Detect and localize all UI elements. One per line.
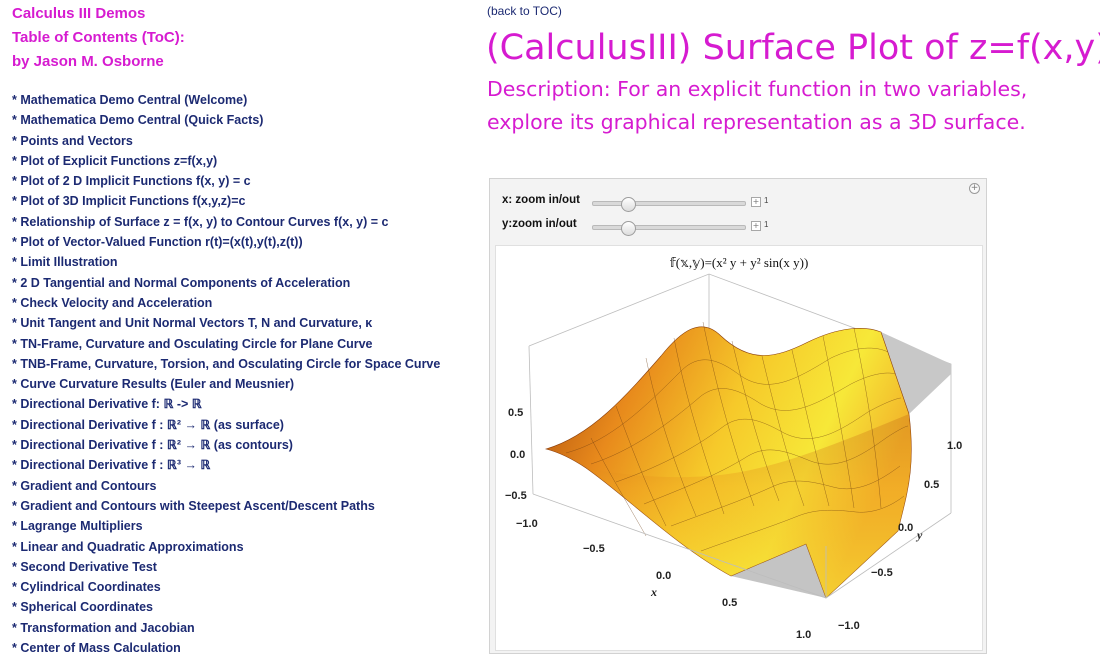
z-tick-label: −1.0 xyxy=(516,518,538,530)
toc-link[interactable]: * Center of Mass Calculation xyxy=(12,641,181,656)
toc-link[interactable]: * Gradient and Contours with Steepest As… xyxy=(12,498,375,513)
toc-link[interactable]: * Plot of Explicit Functions z=f(x,y) xyxy=(12,153,218,168)
surface-mesh xyxy=(565,321,909,552)
toc-link[interactable]: * Directional Derivative f : ℝ² → ℝ (as … xyxy=(12,417,284,432)
toc-link[interactable]: * Second Derivative Test xyxy=(12,559,157,574)
toc-link[interactable]: * Relationship of Surface z = f(x, y) to… xyxy=(12,214,389,229)
surface-plot-labels: 𝕗(𝕩,𝕪)=(x² y + y² sin(x y)) 0.5 0.0 −0.5… xyxy=(505,255,962,641)
toc-link[interactable]: * Points and Vectors xyxy=(12,133,133,148)
toc-link[interactable]: * Directional Derivative f : ℝ² → ℝ (as … xyxy=(12,438,293,453)
x-tick-label: 0.5 xyxy=(722,597,737,609)
surface-wall-right xyxy=(881,332,951,414)
toc-link[interactable]: * Mathematica Demo Central (Welcome) xyxy=(12,93,248,107)
y-zoom-expand-icon[interactable]: + xyxy=(751,221,761,231)
y-axis-label: y xyxy=(915,528,923,542)
toc-link[interactable]: * Gradient and Contours xyxy=(12,478,157,493)
toc-link[interactable]: * Linear and Quadratic Approximations xyxy=(12,539,244,554)
x-tick-label: −0.5 xyxy=(583,543,605,555)
y-tick-label: −0.5 xyxy=(871,567,893,579)
toc-link[interactable]: * Spherical Coordinates xyxy=(12,600,154,615)
x-zoom-expand-icon[interactable]: + xyxy=(751,197,761,207)
y-tick-label: 0.0 xyxy=(898,522,913,534)
y-zoom-control: y:zoom in/out + 1 xyxy=(490,216,986,236)
surface-wall-front xyxy=(731,544,826,598)
toc-link[interactable]: * Transformation and Jacobian xyxy=(12,620,195,635)
page-description: Description: For an explicit function in… xyxy=(487,77,1028,134)
toc-link[interactable]: * Plot of Vector-Valued Function r(t)=(x… xyxy=(12,235,303,250)
panel-options-plus-icon[interactable]: + xyxy=(969,183,980,194)
toc-link[interactable]: * Plot of 3D Implicit Functions f(x,y,z)… xyxy=(12,194,246,209)
toc-link[interactable]: * Plot of 2 D Implicit Functions f(x, y)… xyxy=(12,174,251,189)
y-zoom-slider-thumb[interactable] xyxy=(620,221,636,236)
plot-function-title: 𝕗(𝕩,𝕪)=(x² y + y² sin(x y)) xyxy=(670,255,809,270)
toc-link[interactable]: * TNB-Frame, Curvature, Torsion, and Osc… xyxy=(12,356,441,371)
toc-header-author: by Jason M. Osborne xyxy=(12,53,164,70)
toc-link[interactable]: * TN-Frame, Curvature and Osculating Cir… xyxy=(12,336,373,351)
toc-link[interactable]: * 2 D Tangential and Normal Components o… xyxy=(12,275,351,290)
toc-link[interactable]: * Unit Tangent and Unit Normal Vectors T… xyxy=(12,316,373,331)
z-tick-label: −0.5 xyxy=(505,490,527,502)
x-axis-label: x xyxy=(650,585,657,599)
toc-header-subtitle: Table of Contents (ToC): xyxy=(12,29,185,46)
y-tick-label: −1.0 xyxy=(838,620,860,632)
z-tick-label: 0.5 xyxy=(508,407,523,419)
toc-header-title: Calculus III Demos xyxy=(12,5,146,22)
toc-header: Calculus III Demos Table of Contents (To… xyxy=(12,2,185,74)
surface-shading xyxy=(586,414,912,598)
y-tick-label: 1.0 xyxy=(947,440,962,452)
bounding-box-front xyxy=(532,493,952,599)
x-tick-label: 0.0 xyxy=(656,570,671,582)
x-zoom-slider-thumb[interactable] xyxy=(620,197,636,212)
toc-link[interactable]: * Check Velocity and Acceleration xyxy=(12,295,213,310)
x-zoom-slider[interactable] xyxy=(592,197,746,212)
toc-link[interactable]: * Directional Derivative f: ℝ -> ℝ xyxy=(12,397,202,412)
toc-link[interactable]: * Cylindrical Coordinates xyxy=(12,580,161,595)
x-tick-label: 1.0 xyxy=(796,629,811,641)
x-zoom-value: 1 xyxy=(764,196,769,205)
toc-link[interactable]: * Curve Curvature Results (Euler and Meu… xyxy=(12,377,295,392)
x-zoom-control: x: zoom in/out + 1 xyxy=(490,192,986,212)
toc-link[interactable]: * Lagrange Multipliers xyxy=(12,519,143,534)
x-zoom-label: x: zoom in/out xyxy=(502,194,580,206)
back-to-toc-link[interactable]: (back to TOC) xyxy=(487,4,562,18)
z-tick-label: 0.0 xyxy=(510,449,525,461)
toc-link[interactable]: * Limit Illustration xyxy=(12,255,118,270)
y-tick-label: 0.5 xyxy=(924,479,939,491)
toc-link[interactable]: * Directional Derivative f : ℝ³ → ℝ xyxy=(12,458,211,473)
y-zoom-slider[interactable] xyxy=(592,221,746,236)
manipulate-panel: + x: zoom in/out + 1 y:zoom in/out + 1 xyxy=(489,178,987,654)
surface-plot[interactable]: 𝕗(𝕩,𝕪)=(x² y + y² sin(x y)) 0.5 0.0 −0.5… xyxy=(495,245,983,651)
page-title: (CalculusIII) Surface Plot of z=f(x,y) xyxy=(486,28,1100,68)
toc-link[interactable]: * Mathematica Demo Central (Quick Facts) xyxy=(12,113,264,128)
y-zoom-label: y:zoom in/out xyxy=(502,218,577,230)
toc-list: * Mathematica Demo Central (Welcome) * Ma… xyxy=(12,90,440,658)
surface-plot-svg xyxy=(528,273,952,599)
y-zoom-value: 1 xyxy=(764,220,769,229)
